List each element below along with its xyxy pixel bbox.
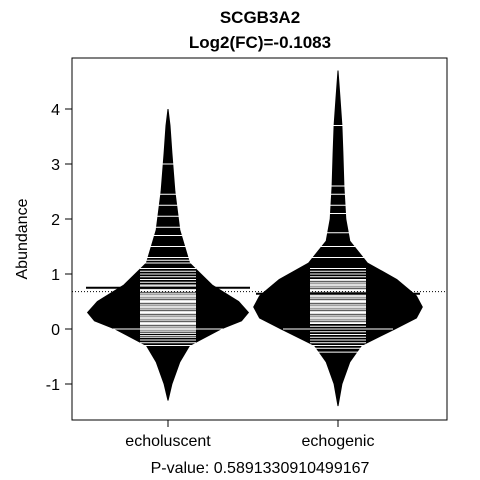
group-means-layer (86, 286, 420, 295)
observations-layer (113, 125, 393, 353)
y-tick-label: 3 (51, 157, 60, 174)
chart-title: SCGB3A2 (220, 8, 300, 27)
y-axis-label: Abundance (14, 198, 31, 279)
p-value-footer: P-value: 0.5891330910499167 (151, 460, 370, 477)
bean-echogenic (253, 70, 423, 407)
chart-subtitle: Log2(FC)=-0.1083 (189, 33, 331, 52)
y-tick-label: 4 (51, 102, 60, 119)
y-tick-label: 1 (51, 267, 60, 284)
x-axis: echoluscent echogenic (125, 420, 374, 450)
category-label-echoluscent: echoluscent (125, 433, 211, 450)
beans-layer (86, 70, 423, 407)
y-tick-label: 2 (51, 212, 60, 229)
y-tick-label: -1 (46, 377, 60, 394)
y-tick-label: 0 (51, 322, 60, 339)
bean-echoluscent (86, 108, 250, 401)
y-axis: -1 0 1 2 3 4 (46, 102, 72, 394)
category-label-echogenic: echogenic (302, 433, 375, 450)
plot-frame (71, 57, 448, 421)
